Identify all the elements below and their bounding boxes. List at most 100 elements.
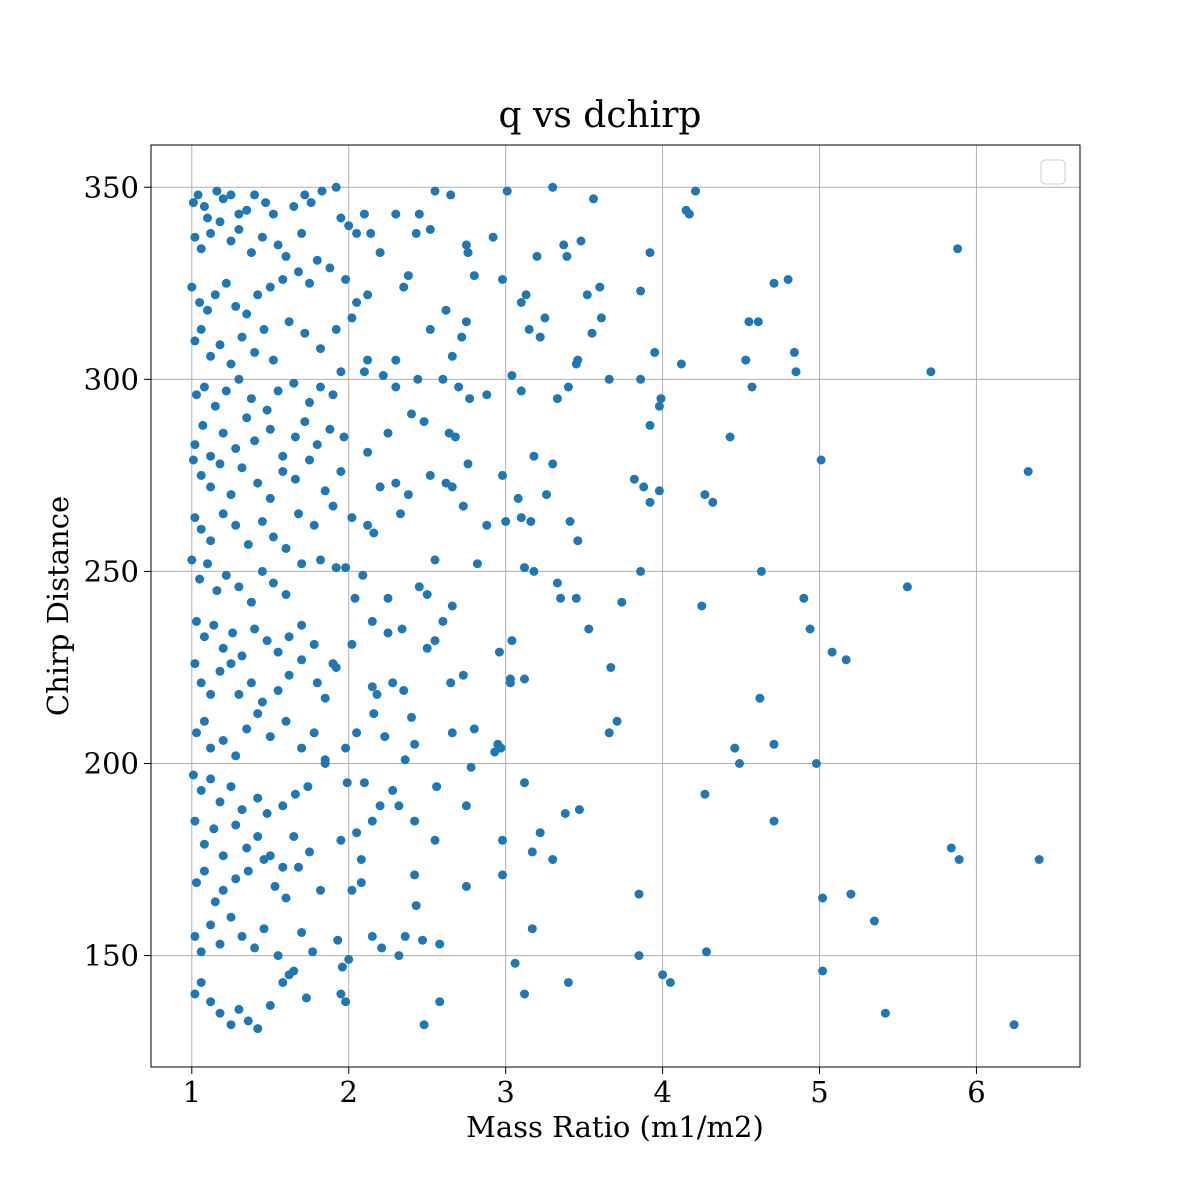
data-point (676, 359, 686, 369)
data-point (399, 686, 409, 695)
data-point (257, 566, 267, 576)
data-point (438, 616, 448, 626)
data-point (215, 217, 225, 227)
data-point (636, 374, 646, 384)
data-point (328, 390, 338, 400)
data-point (218, 851, 228, 861)
data-point (604, 728, 614, 738)
data-point (447, 601, 457, 611)
data-point (284, 670, 294, 680)
data-point (196, 324, 206, 334)
data-point (396, 509, 405, 519)
data-point (261, 198, 271, 208)
data-point (363, 447, 373, 457)
data-point (516, 298, 526, 307)
data-point (596, 313, 606, 323)
data-point (469, 271, 479, 281)
data-point (388, 678, 398, 688)
data-point (297, 228, 307, 238)
data-point (297, 620, 307, 630)
data-point (461, 881, 471, 891)
data-point (278, 467, 288, 476)
data-point (818, 966, 828, 976)
data-point (196, 785, 206, 795)
data-point (488, 232, 498, 242)
data-point (535, 332, 545, 342)
data-point (234, 1004, 244, 1014)
data-point (697, 601, 707, 611)
data-point (520, 674, 529, 684)
data-point (198, 420, 208, 430)
data-point (210, 401, 220, 411)
x-axis-label: Mass Ratio (m1/m2) (466, 1110, 764, 1144)
data-point (383, 628, 393, 638)
data-point (388, 785, 398, 795)
data-point (325, 424, 335, 434)
data-point (645, 420, 655, 430)
data-point (469, 724, 479, 734)
data-point (805, 624, 815, 634)
data-point (268, 532, 278, 542)
data-point (250, 436, 260, 446)
data-point (367, 616, 377, 626)
data-point (270, 881, 280, 891)
data-point (234, 582, 244, 592)
data-point (447, 482, 457, 492)
data-point (375, 482, 385, 492)
data-point (639, 482, 649, 492)
data-point (430, 835, 440, 845)
data-point (268, 355, 278, 365)
data-point (540, 313, 550, 323)
data-point (195, 298, 205, 307)
data-point (268, 578, 278, 588)
data-point (636, 286, 646, 296)
data-point (190, 440, 200, 450)
data-point (571, 593, 581, 603)
data-point (552, 394, 562, 404)
data-point (187, 555, 197, 565)
data-point (190, 513, 200, 523)
data-point (498, 870, 507, 880)
data-point (438, 374, 448, 384)
data-point (378, 371, 388, 380)
data-point (435, 997, 445, 1007)
data-point (215, 666, 225, 676)
data-point (617, 597, 627, 607)
data-point (320, 759, 330, 768)
data-point (234, 225, 244, 234)
data-point (457, 332, 467, 342)
data-point (954, 855, 964, 864)
data-point (548, 855, 558, 864)
data-point (331, 663, 341, 672)
data-point (425, 470, 435, 480)
data-point (463, 459, 473, 469)
data-point (430, 555, 440, 565)
data-point (501, 517, 511, 526)
data-point (342, 778, 352, 788)
data-point (316, 344, 325, 354)
data-point (188, 770, 198, 780)
data-point (196, 947, 206, 957)
data-point (262, 809, 272, 818)
data-point (231, 874, 241, 884)
data-point (190, 816, 200, 826)
data-point (192, 390, 201, 400)
data-point (206, 774, 216, 784)
data-point (344, 954, 354, 964)
data-point (397, 624, 407, 634)
data-point (231, 301, 241, 311)
data-point (246, 597, 256, 607)
data-point (218, 736, 228, 745)
data-point (199, 382, 209, 392)
data-point (253, 1024, 263, 1034)
data-point (403, 490, 413, 500)
data-point (372, 689, 382, 699)
data-point (253, 709, 263, 719)
data-point (305, 455, 314, 465)
data-point (341, 743, 351, 753)
data-point (281, 716, 291, 726)
data-point (377, 943, 387, 953)
data-point (203, 213, 212, 223)
data-point (510, 958, 520, 968)
